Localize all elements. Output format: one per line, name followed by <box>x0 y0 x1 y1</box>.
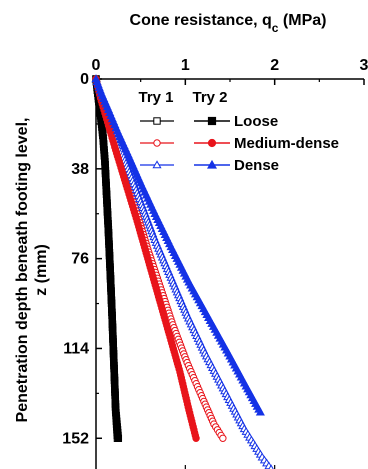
data-point <box>114 434 123 442</box>
y-axis-title-line1: Penetration depth beneath footing level, <box>14 118 31 423</box>
x-tick-label: 0 <box>92 57 101 74</box>
data-point <box>219 434 227 442</box>
y-axis-title: Penetration depth beneath footing level,… <box>14 118 50 423</box>
series-medium-dense-try2 <box>92 75 200 442</box>
y-tick-label: 152 <box>62 430 89 447</box>
legend-marker-try2 <box>207 138 217 148</box>
data-point <box>192 434 200 442</box>
y-tick-label: 38 <box>71 161 89 178</box>
legend-header-try1: Try 1 <box>138 89 173 106</box>
legend-header-try2: Try 2 <box>192 89 227 106</box>
legend-label: Dense <box>234 157 279 174</box>
legend-marker-try1 <box>152 160 162 169</box>
x-tick-label: 1 <box>181 57 190 74</box>
legend: Try 1 Try 2 Loose Medium-dense Dense <box>138 89 339 174</box>
x-tick-label: 2 <box>270 57 279 74</box>
x-tick-label: 3 <box>360 57 368 74</box>
y-tick-label: 76 <box>71 251 89 268</box>
data-point <box>255 407 265 416</box>
legend-marker-try2 <box>207 116 217 126</box>
plot-area: 0 1 2 3 0 38 76 114 152 <box>62 57 368 469</box>
legend-marker-try1 <box>153 117 161 125</box>
y-axis-title-line2: z (mm) <box>33 244 50 296</box>
legend-label: Medium-dense <box>234 135 339 152</box>
series-dense-try2 <box>91 74 265 416</box>
y-tick-label: 114 <box>63 340 89 357</box>
legend-marker-try2 <box>206 159 218 169</box>
legend-label: Loose <box>234 113 278 130</box>
legend-marker-try1 <box>153 139 161 147</box>
x-axis-title: Cone resistance, qc (MPa) <box>130 12 327 35</box>
y-tick-label: 0 <box>80 71 89 88</box>
